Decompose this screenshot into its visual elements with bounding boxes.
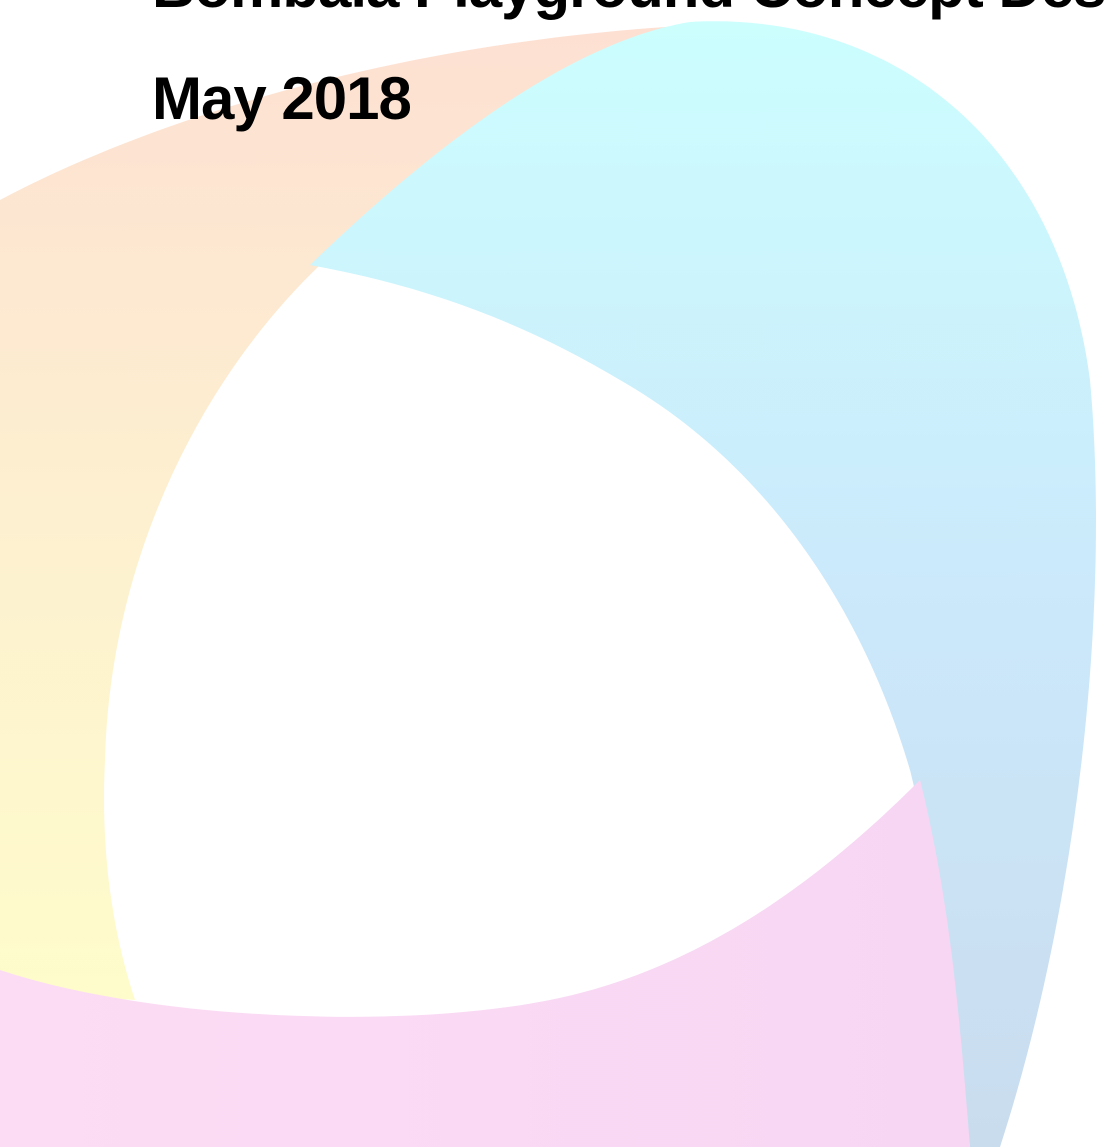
pink-band [0,780,970,1147]
document-date: May 2018 [152,65,412,132]
document-title: Bombala Playground Concept Des [152,0,1106,21]
peach-yellow-band [0,25,700,1000]
cyan-blue-band [310,21,1096,1147]
